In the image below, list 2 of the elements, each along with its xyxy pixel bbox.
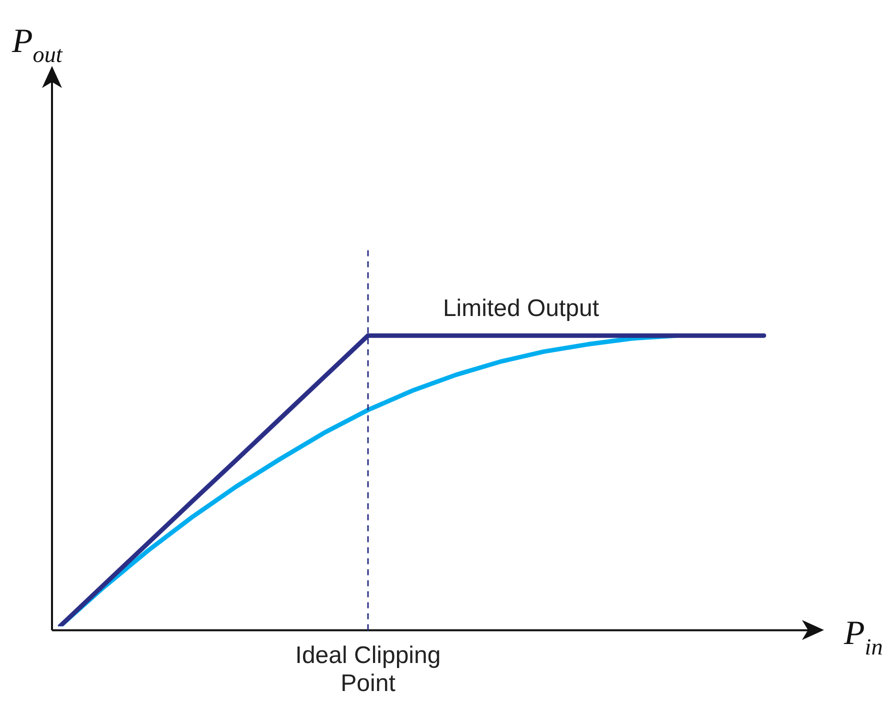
text: Ideal Clipping Point	[295, 642, 441, 697]
text: Limited Output	[442, 295, 600, 322]
